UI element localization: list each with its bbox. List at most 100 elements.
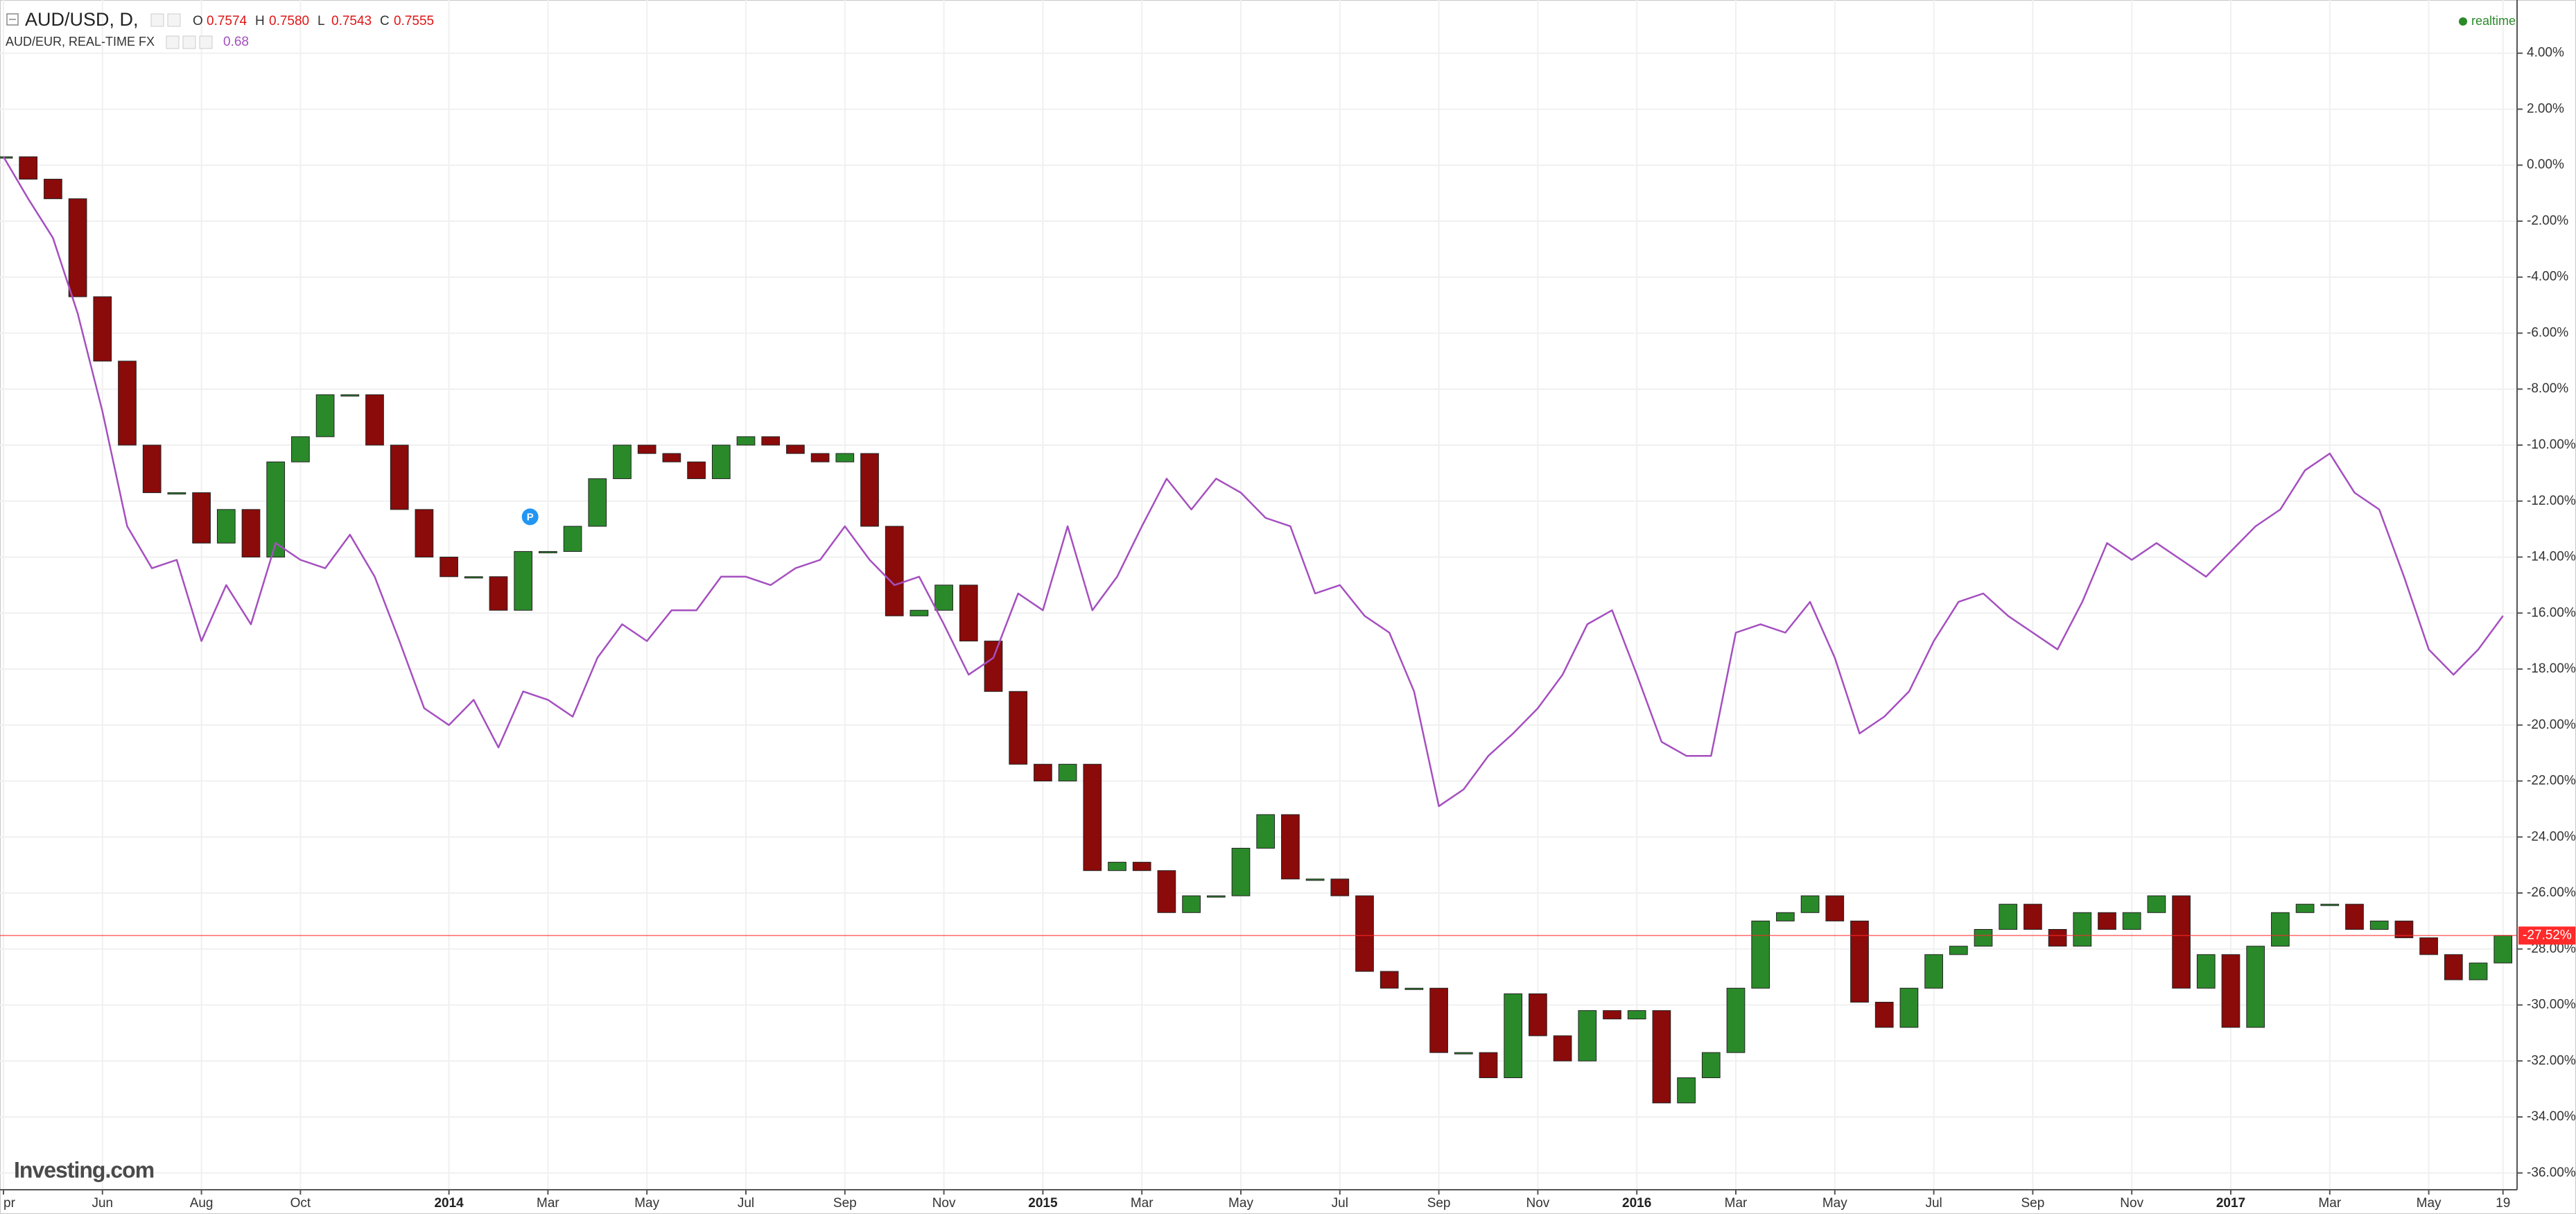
toolbar-button[interactable] [167,13,181,27]
x-tick-label: Nov [932,1196,956,1211]
x-tick-label: Mar [2318,1196,2341,1211]
candle-body [662,453,681,462]
candle-body [192,492,211,544]
candle-body [2122,912,2141,930]
y-tick-label: -36.00% [2527,1165,2576,1180]
candle-body [910,609,929,616]
candle-body [2295,903,2315,913]
candle-body [1034,763,1052,782]
x-tick-label: 2016 [1622,1196,1651,1211]
y-tick-label: 2.00% [2527,101,2564,116]
candle-body [1751,920,1770,989]
candle-body [340,394,360,397]
candle-body [1726,987,1746,1053]
candle-body [1380,971,1399,989]
x-tick-label: May [2417,1196,2442,1211]
candle-body [687,461,706,479]
candle-body [2345,903,2364,930]
candle-body [1627,1010,1646,1020]
candle-body [1776,912,1795,921]
toolbar-button[interactable] [166,35,180,49]
ohlc-key: H [255,14,265,28]
candle-body [1009,691,1028,765]
x-tick-label: 2014 [434,1196,464,1211]
candle-body [1355,895,1374,972]
x-tick-label: Oct [290,1196,311,1211]
candle-body [0,156,13,159]
candle-body [266,461,286,557]
y-tick-label: -10.00% [2527,437,2576,452]
candle-body [2024,903,2042,930]
candle-body [835,453,855,462]
candle-body [1083,763,1102,872]
x-tick-label: Jun [92,1196,113,1211]
y-tick-label: -30.00% [2527,998,2576,1012]
candle-body [1281,814,1300,880]
symbol: AUD/USD, D, [25,9,139,30]
candle-body [885,526,904,616]
candle-body [934,584,953,611]
x-tick-label: Mar [537,1196,559,1211]
y-tick-label: -14.00% [2527,550,2576,564]
last-value-badge [2518,926,2575,945]
candle-body [464,576,483,579]
candle-body [1899,987,1919,1028]
candle-body [1924,954,1943,989]
candle-body [1701,1052,1721,1078]
candle-body [711,444,731,479]
candle-body [2469,962,2488,980]
candle-body [2147,895,2166,913]
candle-body [1504,993,1523,1078]
candle-body [216,509,236,544]
toolbar-button[interactable] [199,35,213,49]
toolbar-button[interactable] [150,13,164,27]
x-tick-label: May [634,1196,659,1211]
y-tick-label: -18.00% [2527,661,2576,676]
candle-body [68,198,87,297]
candle-body [118,361,137,446]
y-tick-label: -12.00% [2527,494,2576,508]
candle-body [19,156,38,180]
candle-body [786,444,805,454]
candle-body [1454,1052,1473,1055]
candle-body [440,556,458,578]
x-tick-label: Sep [1427,1196,1451,1211]
ohlc-key: C [380,14,390,28]
candle-body [1999,903,2018,930]
candle-body [514,550,533,611]
y-tick-label: -26.00% [2527,885,2576,900]
y-tick-label: 0.00% [2527,157,2564,172]
series-legend: AUD/EUR, REAL-TIME FX [6,35,155,49]
y-tick-label: -16.00% [2527,605,2576,620]
x-tick-label: Aug [190,1196,214,1211]
x-tick-label: Sep [2021,1196,2044,1211]
candle-body [1132,862,1151,872]
candle-body [637,444,656,454]
candle-body [2196,954,2216,989]
axes: 4.00% 2.00% 0.00% -2.00% -4.00% -6.00% -8.00% -… [3,46,2576,1211]
y-tick-label: -32.00% [2527,1053,2576,1068]
candle-body [984,641,1003,692]
x-tick-label: 19 [2496,1196,2510,1211]
ohlc-value: 0.7543 [331,14,372,28]
candle-body [2494,935,2513,964]
y-tick-label: -2.00% [2527,214,2568,228]
candle-body [2444,954,2463,980]
candle-body [1404,987,1424,990]
candle-body [1305,878,1325,881]
y-tick-label: -24.00% [2527,829,2576,844]
y-tick-label: 4.00% [2527,46,2564,60]
ohlc-value: 0.7555 [394,14,434,28]
candle-body [2320,903,2340,906]
candle-body [1058,763,1077,782]
ohlc-legend: O 0.7574 H 0.7580 L 0.7543 C 0.7555 [193,14,434,28]
toolbar-button[interactable] [182,35,196,49]
marks: P [0,156,2517,1104]
candle-body [1479,1052,1498,1078]
candle-body [241,509,261,557]
candle-body [1874,1001,1894,1028]
candle-body [2098,912,2116,930]
candle-body [315,394,335,437]
